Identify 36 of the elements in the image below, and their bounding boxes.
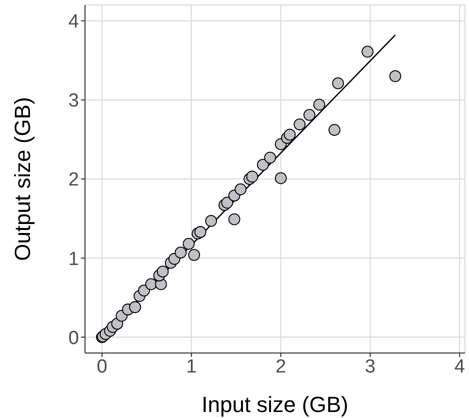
x-tick-label: 3 [364, 356, 376, 378]
point [294, 118, 306, 130]
y-tick-label: 1 [68, 248, 79, 270]
y-tick-label: 2 [68, 170, 79, 191]
point [246, 170, 258, 183]
point [303, 108, 316, 121]
y-tick-label: 3 [68, 90, 79, 112]
x-tick-label: 4 [454, 356, 466, 378]
point [188, 248, 200, 261]
x-axis-title: Input size (GB) [202, 392, 348, 417]
x-tick-label: 0 [96, 356, 108, 378]
point [389, 70, 402, 82]
point [129, 301, 142, 314]
y-tick-label: 4 [68, 12, 80, 33]
point [274, 172, 287, 184]
point [256, 158, 269, 171]
point [205, 214, 218, 227]
point [156, 266, 169, 278]
point [234, 183, 247, 196]
point [182, 238, 195, 250]
point [138, 284, 150, 296]
point [221, 196, 234, 209]
point [284, 128, 296, 141]
point [362, 46, 374, 58]
y-tick-label: 0 [68, 328, 79, 349]
point [328, 124, 340, 136]
x-tick-label: 2 [276, 356, 286, 378]
x-tick-label: 1 [186, 356, 197, 378]
point [174, 246, 187, 259]
point [194, 226, 206, 238]
point [228, 213, 240, 226]
point [145, 278, 158, 290]
point [332, 77, 344, 90]
y-axis-title: Output size (GB) [10, 97, 35, 261]
point [313, 98, 326, 111]
point [264, 152, 276, 164]
